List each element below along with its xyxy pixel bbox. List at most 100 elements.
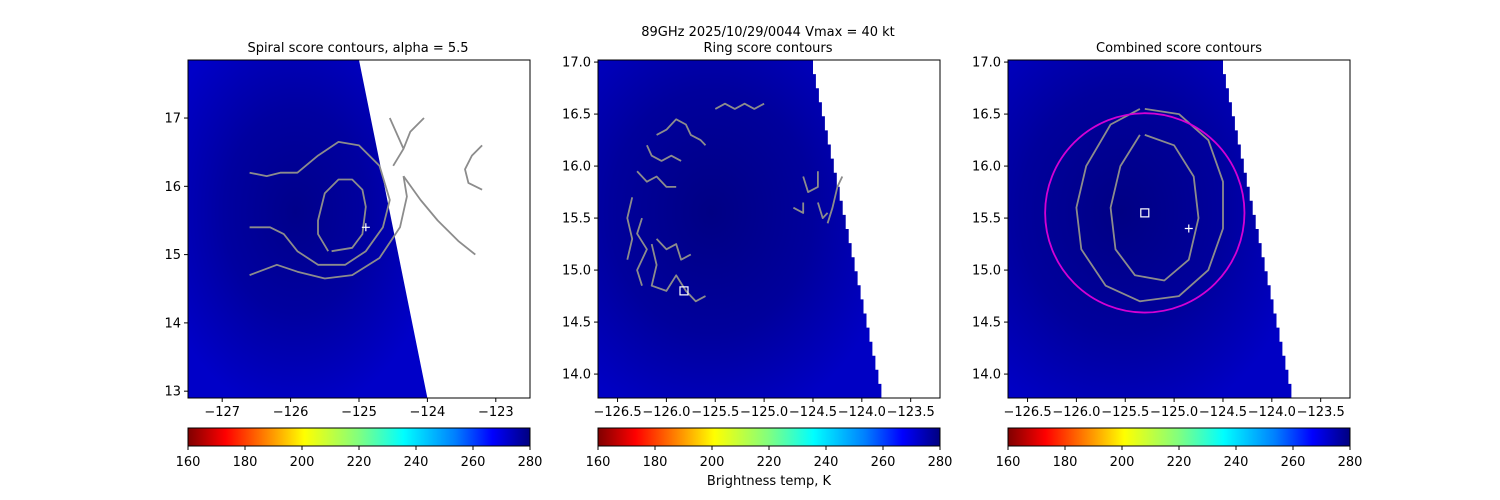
contour-line	[655, 238, 692, 261]
panel-title-spiral: Spiral score contours, alpha = 5.5	[247, 41, 468, 56]
contour-line	[650, 243, 706, 303]
y-tick-label: 15	[164, 248, 181, 263]
colorbar-tick-label: 180	[233, 455, 258, 470]
panel-combined: Combined score contours −126.5 −126.0 −125…	[972, 41, 1351, 420]
score-contours	[249, 117, 483, 280]
x-tick-label: −123.5	[1297, 405, 1345, 420]
x-tick-label: −125.5	[1101, 405, 1149, 420]
y-tick-label: 16.0	[972, 160, 1001, 175]
y-tick-label: 17.0	[562, 56, 591, 71]
x-tick-label: −124.5	[789, 405, 837, 420]
contour-line	[714, 102, 765, 110]
y-tick-label: 14.0	[972, 368, 1001, 383]
y-tick-label: 14.0	[562, 368, 591, 383]
contour-line	[636, 217, 648, 286]
colorbar-tick-label: 280	[1338, 455, 1363, 470]
x-tick-label: −123	[478, 405, 514, 420]
colorbar-tick-label: 280	[518, 455, 543, 470]
y-tick-label: 16.5	[972, 108, 1001, 123]
x-tick-label: −124.0	[1248, 405, 1296, 420]
score-contours	[1075, 108, 1224, 303]
x-axis-ticks: −127 −126 −125 −124 −123	[204, 398, 514, 420]
panel-spiral: Spiral score contours, alpha = 5.5 −127−…	[164, 41, 531, 420]
ring-center-marker	[679, 286, 689, 296]
panel-ring: Ring score contours −126.5 −126.0 −125.5 −1…	[562, 41, 941, 420]
y-tick-label: 13	[164, 385, 181, 400]
colorbar-tick-label: 260	[871, 455, 896, 470]
contour-line	[249, 140, 391, 266]
contour-line	[636, 170, 677, 188]
satellite-swath	[188, 60, 428, 398]
x-tick-label: −124	[410, 405, 446, 420]
y-tick-label: 15.0	[972, 264, 1001, 279]
x-axis-ticks: −126.5 −126.0 −125.5 −125.0 −124.5 −124.0 −123…	[1003, 398, 1345, 420]
x-tick-label: −123.5	[887, 405, 935, 420]
plot-frame	[1007, 59, 1351, 399]
y-tick-label: 14.5	[562, 316, 591, 331]
x-tick-label: −126.5	[593, 405, 641, 420]
x-tick-label: −126.0	[1052, 405, 1100, 420]
x-axis-ticks: −126.5 −126.0 −125.5 −125.0 −124.5 −124.0 −123…	[593, 398, 935, 420]
colorbar-tick-label: 280	[928, 455, 953, 470]
contour-line	[656, 118, 707, 146]
colorbar-gradient	[597, 427, 941, 447]
y-tick-label: 15.5	[562, 212, 591, 227]
colorbar-tick-label: 220	[347, 455, 372, 470]
radius-circle	[1044, 112, 1246, 314]
x-tick-label: −125.0	[740, 405, 788, 420]
plot-frame	[597, 59, 941, 399]
contour-line	[817, 202, 829, 220]
first-guess-marker	[361, 223, 370, 232]
x-tick-label: −126	[273, 405, 309, 420]
y-tick-label: 17	[164, 112, 181, 127]
colorbar-gradient	[187, 427, 531, 447]
contour-line	[1075, 108, 1224, 303]
colorbar-tick-label: 180	[643, 455, 668, 470]
x-tick-label: −125	[341, 405, 377, 420]
colorbar-tick-label: 240	[404, 455, 429, 470]
contour-line	[464, 144, 483, 191]
y-tick-label: 14	[164, 316, 181, 331]
suptitle: 89GHz 2025/10/29/0044 Vmax = 40 kt	[641, 25, 895, 40]
colorbar: 160 180 200 220 240 260 280	[996, 427, 1363, 470]
center-markers	[1044, 112, 1246, 314]
y-tick-label: 16	[164, 180, 181, 195]
colorbar-tick-label: 160	[176, 455, 201, 470]
colorbar-tick-label: 240	[814, 455, 839, 470]
colorbar-tick-label: 220	[1167, 455, 1192, 470]
score-contours	[626, 102, 844, 303]
y-tick-label: 17.0	[972, 56, 1001, 71]
colorbar-tick-label: 240	[1224, 455, 1249, 470]
contour-line	[646, 144, 682, 162]
x-tick-label: −126.0	[642, 405, 690, 420]
first-guess-marker	[1184, 224, 1193, 233]
y-tick-label: 16.5	[562, 108, 591, 123]
center-markers	[679, 286, 689, 296]
contour-line	[249, 175, 408, 280]
colorbar-tick-label: 200	[700, 455, 725, 470]
panel-title-combined: Combined score contours	[1096, 41, 1262, 56]
x-tick-label: −127	[204, 405, 240, 420]
colorbar-tick-label: 200	[1110, 455, 1135, 470]
satellite-swath	[598, 60, 882, 398]
colorbar-tick-label: 220	[757, 455, 782, 470]
contour-line	[802, 171, 819, 194]
contour-line	[317, 178, 367, 253]
contour-line	[1109, 134, 1200, 282]
colorbar-tick-label: 200	[290, 455, 315, 470]
x-tick-label: −124.5	[1199, 405, 1247, 420]
contour-line	[388, 117, 405, 150]
contour-line	[392, 117, 425, 167]
y-axis-ticks: 14.0 14.5 15.0 15.5 16.0 16.5 17.0	[972, 56, 1008, 383]
y-tick-label: 15.0	[562, 264, 591, 279]
contour-line	[402, 175, 476, 256]
y-tick-label: 16.0	[562, 160, 591, 175]
colorbar-tick-label: 180	[1053, 455, 1078, 470]
y-axis-ticks: 13 14 15 16 17	[164, 112, 188, 400]
colorbar-label: Brightness temp, K	[707, 474, 832, 489]
colorbar-tick-label: 260	[461, 455, 486, 470]
y-tick-label: 15.5	[972, 212, 1001, 227]
satellite-swath	[1008, 60, 1292, 398]
y-axis-ticks: 14.0 14.5 15.0 15.5 16.0 16.5 17.0	[562, 56, 598, 383]
